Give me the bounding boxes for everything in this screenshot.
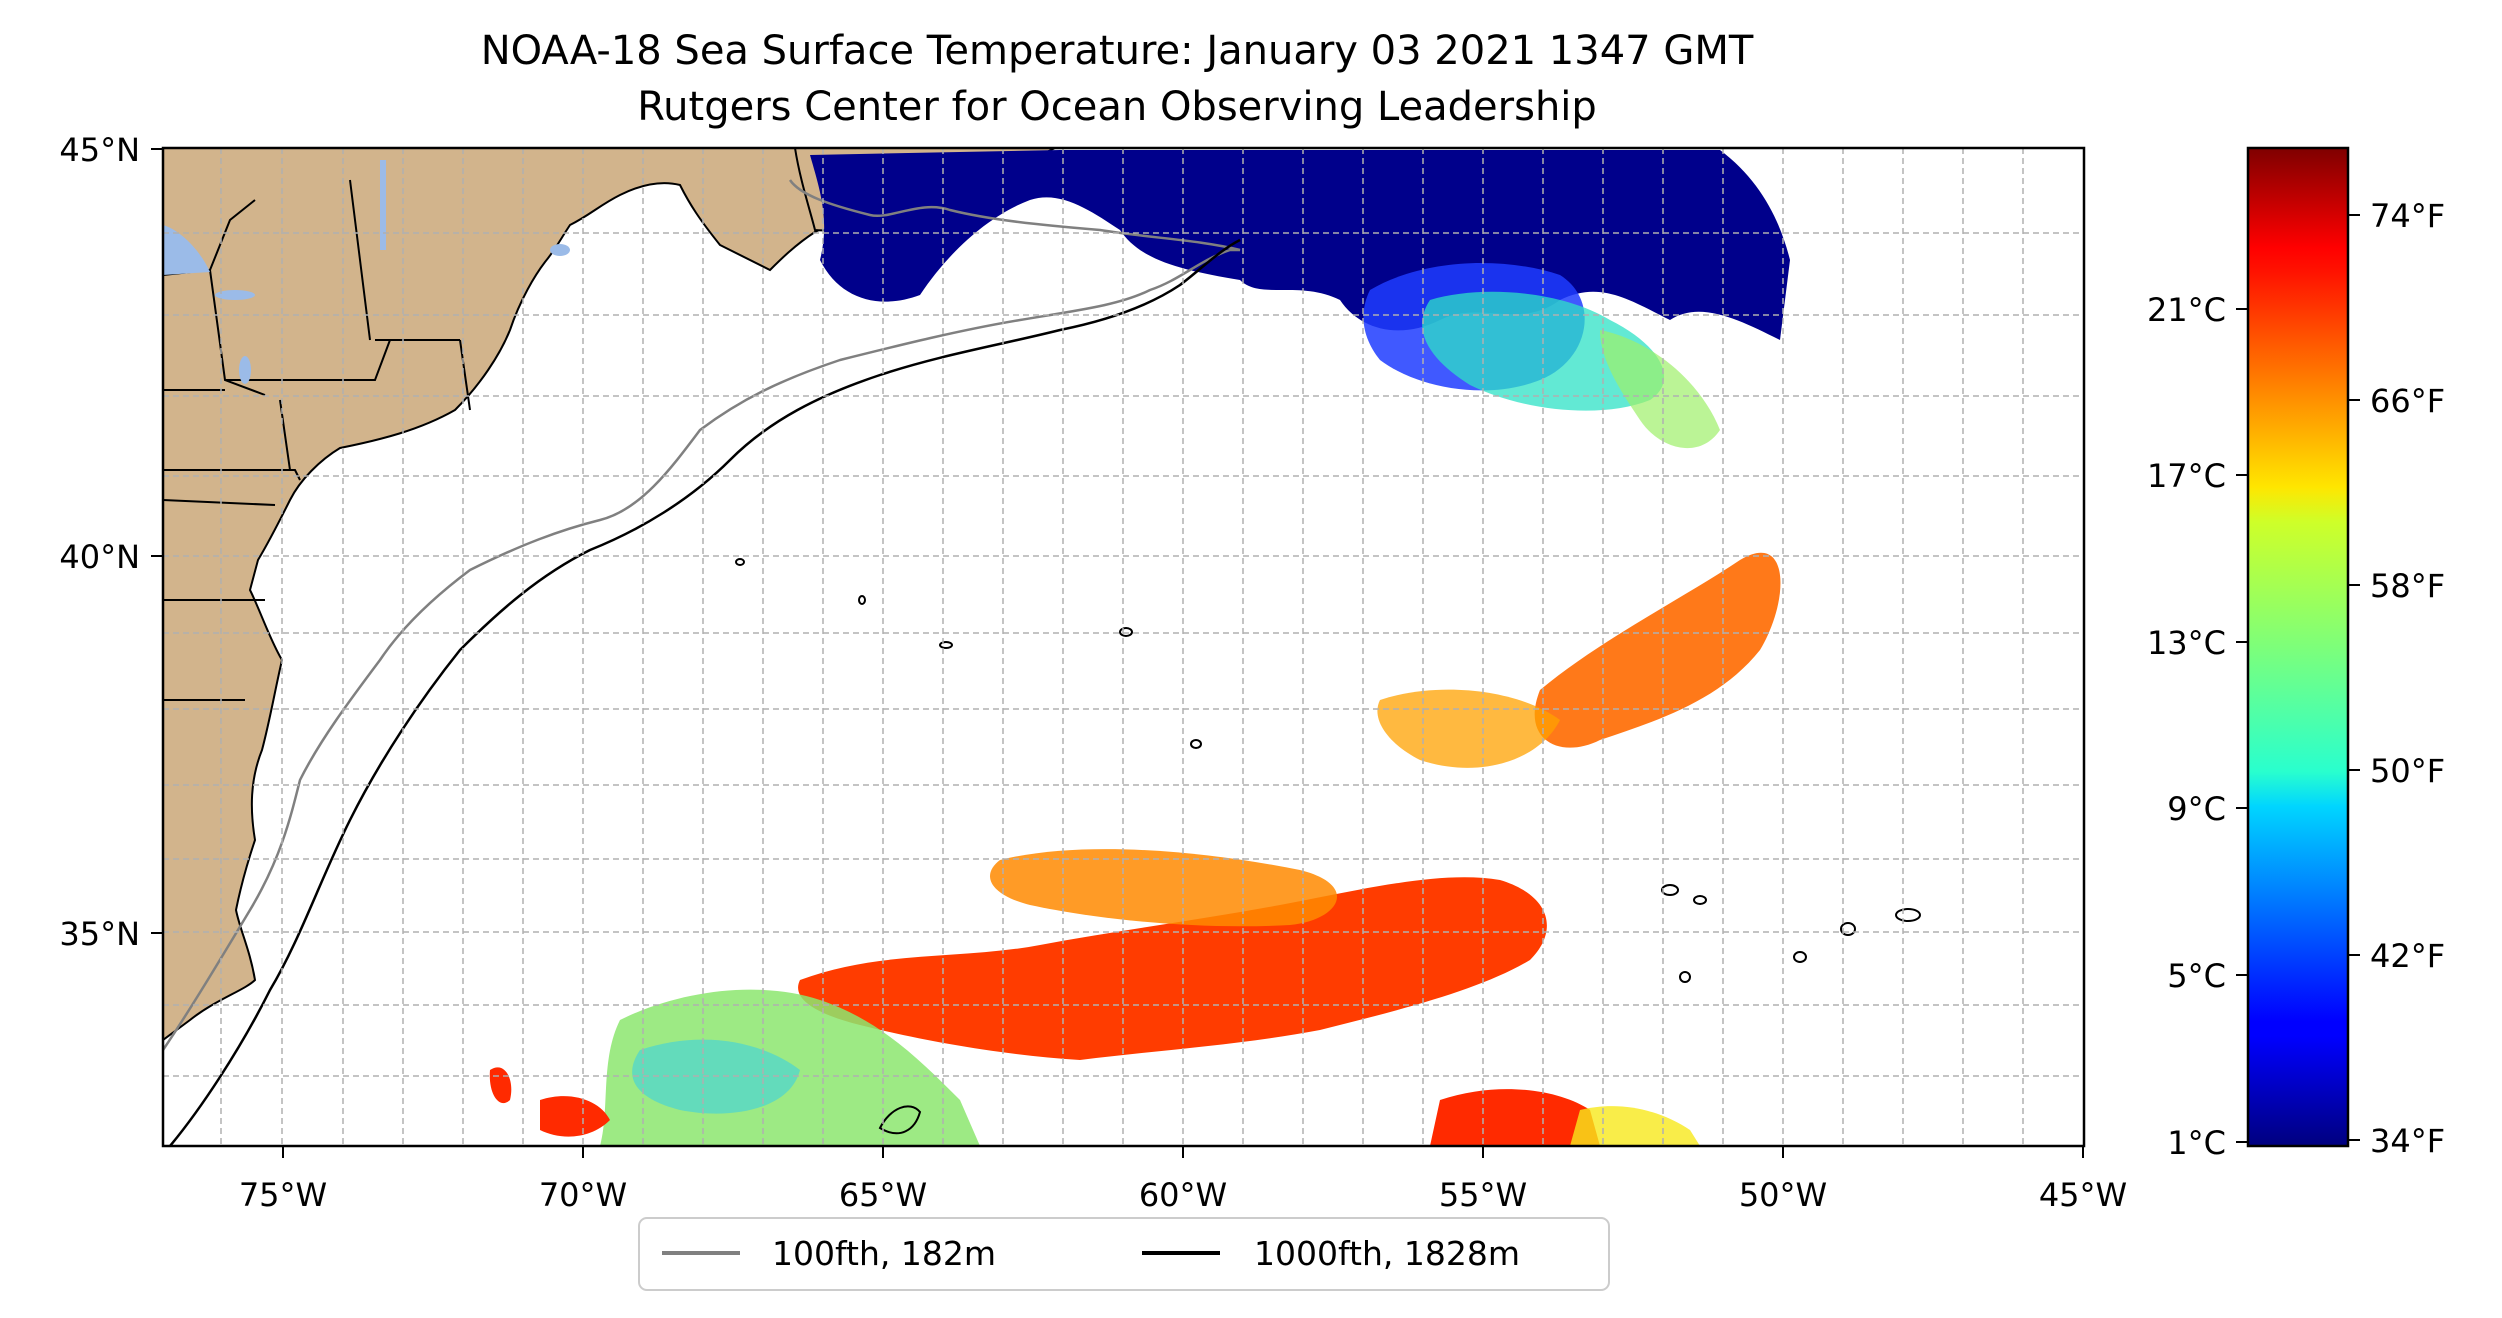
- sst-greenish-patch: [1600, 330, 1720, 449]
- land-mass: [163, 148, 1051, 1042]
- celsius-tick-label: 1°C: [2167, 1124, 2226, 1162]
- fahrenheit-tick-label: 66°F: [2370, 382, 2445, 420]
- sst-yellow-patch: [1570, 1106, 1700, 1146]
- sst-warm-band-east: [1534, 552, 1781, 748]
- map-frame: [161, 146, 2086, 1148]
- y-tick-label: 40°N: [59, 538, 140, 576]
- y-tick-labels: 35°N 40°N 45°N: [59, 131, 140, 953]
- celsius-tick-label: 9°C: [2167, 790, 2226, 828]
- x-tick-labels: 75°W 70°W 65°W 60°W 55°W 50°W 45°W: [239, 1176, 2127, 1214]
- fahrenheit-tick-label: 42°F: [2370, 937, 2445, 975]
- legend-box: [638, 1217, 1610, 1291]
- celsius-tick-label: 17°C: [2147, 457, 2226, 495]
- x-tick-label: 70°W: [539, 1176, 627, 1214]
- colorbar-fahrenheit-ticks: 34°F 42°F 50°F 58°F 66°F 74°F: [2348, 197, 2445, 1160]
- x-tick-label: 60°W: [1139, 1176, 1227, 1214]
- x-tick-label: 50°W: [1739, 1176, 1827, 1214]
- sst-gulf-stream: [798, 877, 1547, 1060]
- fahrenheit-tick-label: 50°F: [2370, 752, 2445, 790]
- celsius-tick-label: 13°C: [2147, 624, 2226, 662]
- fahrenheit-tick-label: 74°F: [2370, 197, 2445, 235]
- chart-subtitle: Rutgers Center for Ocean Observing Leade…: [637, 84, 1597, 130]
- legend-label-1000fth: 1000fth, 1828m: [1254, 1234, 1520, 1273]
- legend-label-100fth: 100fth, 182m: [772, 1234, 996, 1273]
- y-tick-label: 45°N: [59, 131, 140, 169]
- x-tick-label: 75°W: [239, 1176, 327, 1214]
- y-tick-marks: [151, 148, 163, 934]
- sst-red-spots: [489, 1067, 1600, 1146]
- x-tick-marks: [282, 1146, 2084, 1158]
- state-borders: [163, 179, 471, 701]
- fahrenheit-tick-label: 34°F: [2370, 1122, 2445, 1160]
- sst-orange-patch: [990, 849, 1338, 927]
- fahrenheit-tick-label: 58°F: [2370, 567, 2445, 605]
- lakes: [163, 160, 570, 384]
- grid-lines: [163, 148, 2084, 1146]
- legend: 100fth, 182m 1000fth, 1828m: [638, 1217, 1610, 1291]
- celsius-tick-label: 21°C: [2147, 291, 2226, 329]
- colorbar-celsius-ticks: 1°C 5°C 9°C 13°C 17°C 21°C: [2147, 291, 2248, 1162]
- colorbar: 1°C 5°C 9°C 13°C 17°C 21°C 34°F 42°F 50°…: [2147, 146, 2445, 1162]
- celsius-tick-label: 5°C: [2167, 957, 2226, 995]
- y-tick-label: 35°N: [59, 915, 140, 953]
- x-tick-label: 45°W: [2039, 1176, 2127, 1214]
- seamount-outlines: [735, 558, 1921, 1135]
- colorbar-gradient: [2246, 146, 2350, 1148]
- map-panel: 75°W 70°W 65°W 60°W 55°W 50°W 45°W 35°N …: [59, 131, 2127, 1214]
- contour-1000fth: [169, 238, 1241, 1146]
- x-tick-label: 55°W: [1439, 1176, 1527, 1214]
- contour-100fth: [163, 179, 1241, 1051]
- x-tick-label: 65°W: [839, 1176, 927, 1214]
- chart-title: NOAA-18 Sea Surface Temperature: January…: [481, 28, 1754, 74]
